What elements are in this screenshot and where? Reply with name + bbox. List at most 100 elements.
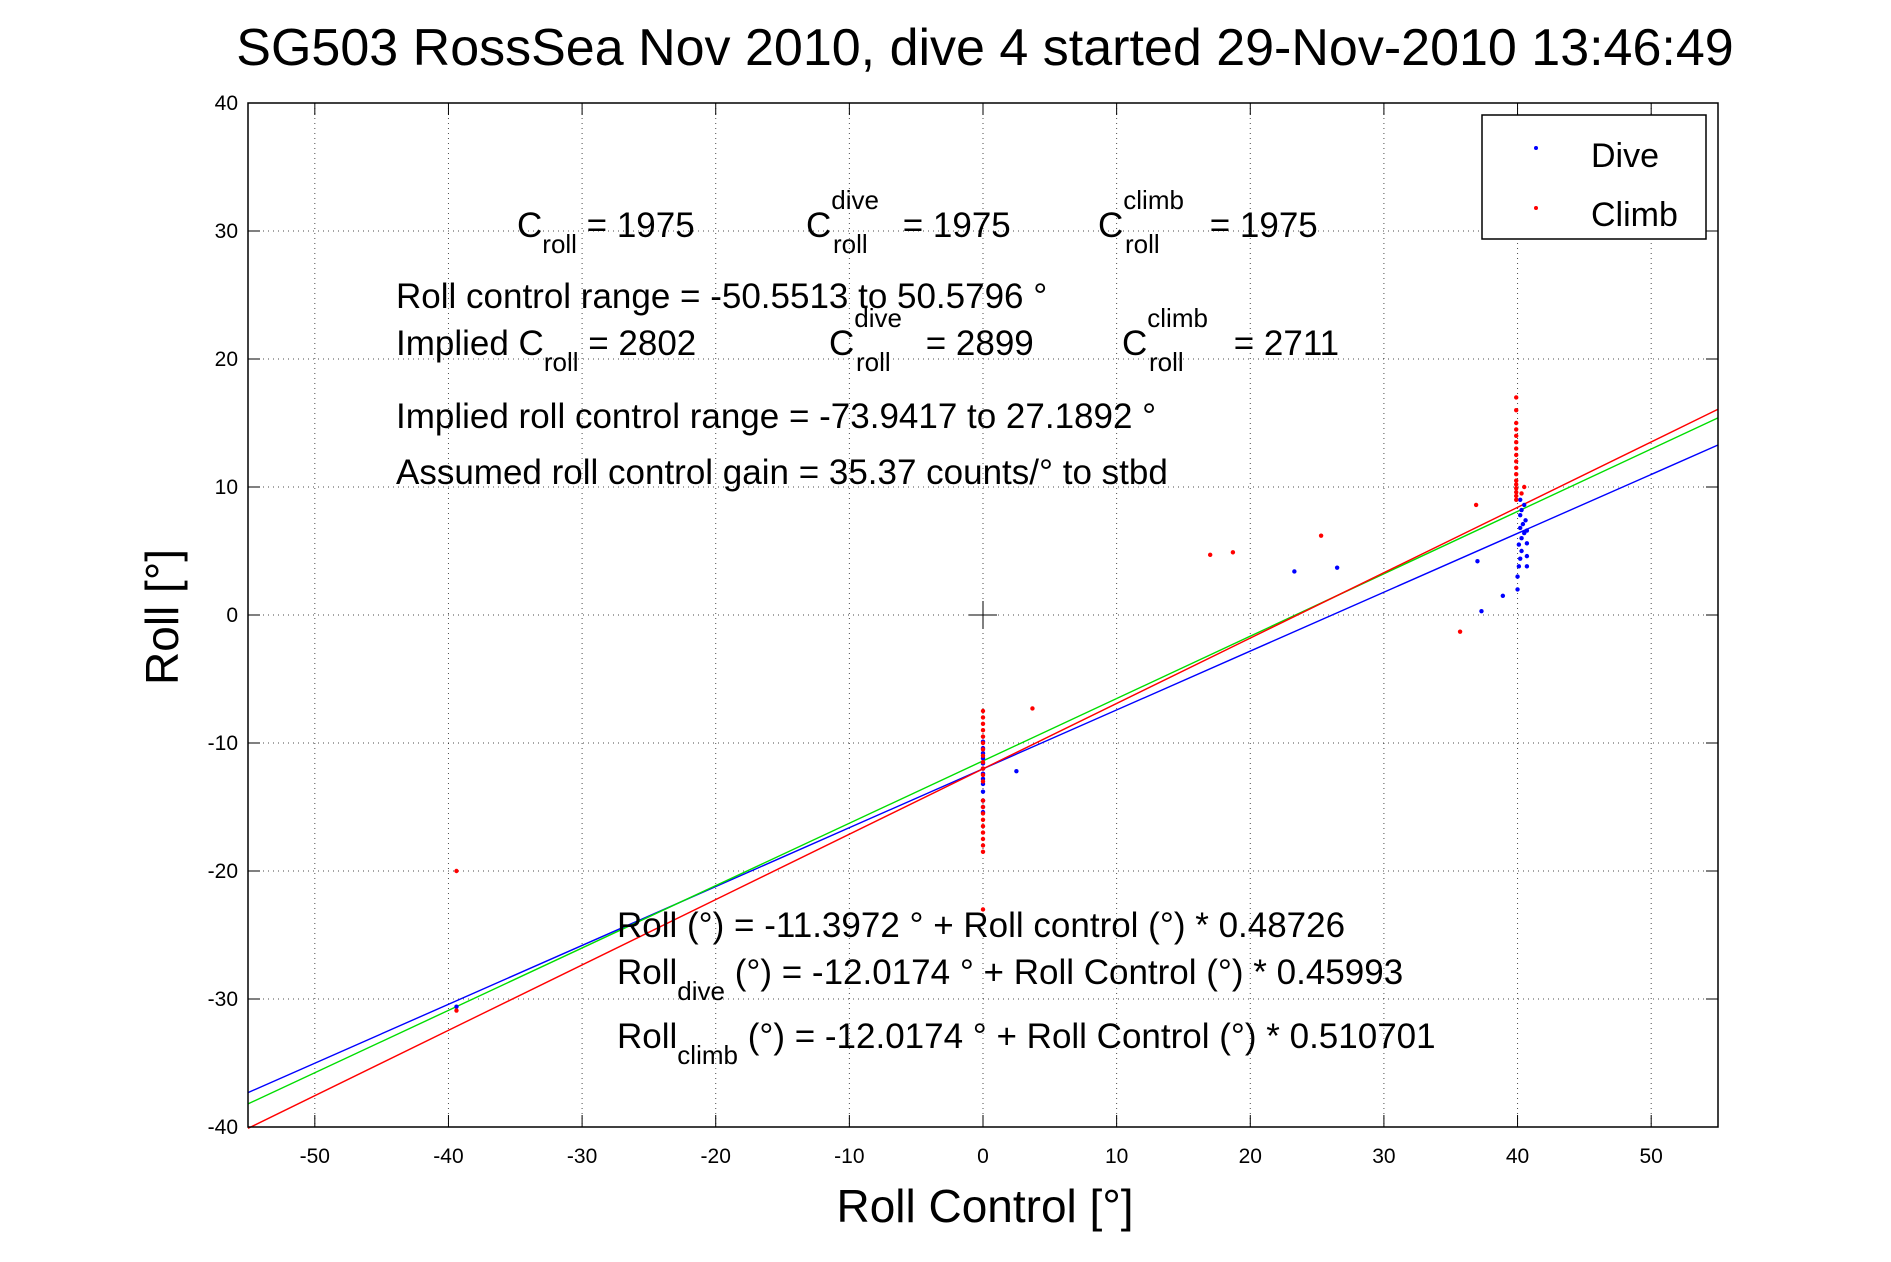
data-point-climb xyxy=(980,830,986,835)
data-point-climb xyxy=(1514,452,1519,458)
data-point-climb xyxy=(980,721,986,726)
data-point-dive xyxy=(1014,768,1019,774)
legend: Dive Climb xyxy=(1481,114,1707,240)
data-point-dive xyxy=(1475,559,1480,564)
data-point-climb xyxy=(1473,502,1479,508)
data-point-dive xyxy=(1518,525,1523,531)
data-point-dive xyxy=(1524,553,1530,559)
data-point-climb xyxy=(1514,472,1519,477)
implied-c-roll-dive-base: C xyxy=(829,324,854,363)
fit-climb-rest: (°) = -12.0174 ° + Roll Control (°) * 0.… xyxy=(738,1017,1436,1056)
data-point-climb xyxy=(980,836,986,842)
data-point-climb xyxy=(1514,497,1519,502)
annotation-fit-dive: Rolldive (°) = -12.0174 ° + Roll Control… xyxy=(617,953,1403,1006)
data-point-dive xyxy=(1524,564,1530,569)
data-point-dive xyxy=(1518,512,1523,518)
x-tick-labels: -50 -40 -30 -20 -10 0 10 20 30 40 50 xyxy=(300,1145,1663,1168)
data-point-climb xyxy=(1514,420,1519,426)
y-tick-label: 10 xyxy=(215,476,238,499)
data-point-dive xyxy=(1479,608,1484,614)
x-tick-label: 50 xyxy=(1640,1145,1663,1168)
annotation-implied-c-roll-climb: Cclimb roll = 2711 xyxy=(1122,303,1339,377)
y-axis-label: Roll [°] xyxy=(136,549,188,685)
annotation-fit-climb: Rollclimb (°) = -12.0174 ° + Roll Contro… xyxy=(617,1017,1436,1070)
x-tick-label: 30 xyxy=(1372,1145,1395,1168)
data-point-climb xyxy=(1514,486,1519,491)
data-point-climb xyxy=(1514,493,1519,499)
data-point-dive xyxy=(1519,507,1524,513)
c-roll-climb-base: C xyxy=(1098,206,1123,245)
data-point-climb xyxy=(1514,395,1519,400)
annotation-implied-c-roll: Implied Croll = 2802 xyxy=(396,324,696,377)
data-point-dive xyxy=(1515,587,1520,592)
implied-c-roll-climb-base: C xyxy=(1122,324,1147,363)
data-point-climb xyxy=(1514,446,1519,451)
legend-marker-dive xyxy=(1534,146,1538,150)
y-tick-label: -20 xyxy=(208,860,238,883)
data-point-dive xyxy=(1524,541,1530,546)
c-roll-dive-sub: roll xyxy=(833,229,868,259)
implied-c-roll-dive-value: = 2899 xyxy=(916,324,1034,363)
annotation-implied-c-roll-dive: Cdive roll = 2899 xyxy=(829,303,1034,377)
x-tick-label: -20 xyxy=(701,1145,731,1168)
data-point-dive xyxy=(1523,518,1528,523)
data-point-dive xyxy=(1522,502,1527,508)
legend-marker-climb xyxy=(1534,206,1538,210)
data-point-dive xyxy=(454,1004,459,1009)
x-tick-label: -30 xyxy=(567,1145,597,1168)
x-tick-label: -40 xyxy=(433,1145,463,1168)
data-point-climb xyxy=(1514,433,1519,438)
data-point-climb xyxy=(980,753,986,758)
fit-dive-sub: dive xyxy=(677,976,725,1006)
annotation-roll-control-range: Roll control range = -50.5513 to 50.5796… xyxy=(396,277,1047,316)
data-point-climb xyxy=(980,766,986,771)
data-point-climb xyxy=(980,843,986,848)
y-tick-label: 20 xyxy=(215,348,238,371)
c-roll-dive-base: C xyxy=(806,206,831,245)
x-tick-label: 0 xyxy=(977,1145,989,1168)
implied-c-roll-dive-sup: dive xyxy=(854,303,902,333)
data-point-climb xyxy=(980,708,986,714)
data-point-climb xyxy=(980,715,986,720)
fit-dive-base: Roll xyxy=(617,953,677,992)
fit-climb-sub: climb xyxy=(677,1040,738,1070)
data-point-dive xyxy=(1518,556,1523,561)
c-roll-dive-value: = 1975 xyxy=(893,206,1011,245)
data-point-dive xyxy=(1516,564,1522,569)
plot-frame xyxy=(247,102,1719,1128)
y-tick-label: 0 xyxy=(226,604,238,627)
data-point-dive xyxy=(1292,569,1297,574)
x-tick-label: 20 xyxy=(1239,1145,1262,1168)
data-point-dive xyxy=(1334,565,1340,570)
series-climb xyxy=(454,395,1527,1013)
x-tick-label: -50 xyxy=(300,1145,330,1168)
implied-c-roll-value: = 2802 xyxy=(579,324,697,363)
y-tick-label: -10 xyxy=(208,732,238,755)
data-point-climb xyxy=(980,907,986,912)
data-point-climb xyxy=(1514,489,1519,495)
annotation-c-roll-dive: Cdive roll = 1975 xyxy=(806,185,1011,259)
implied-c-roll-dive-sub: roll xyxy=(856,347,891,377)
x-tick-label: 40 xyxy=(1506,1145,1529,1168)
data-point-climb xyxy=(1030,706,1035,711)
data-point-dive xyxy=(1500,593,1506,598)
y-tick-labels: 40 30 20 10 0 -10 -20 -30 -40 xyxy=(208,92,238,1139)
annotation-fit-overall: Roll (°) = -11.3972 ° + Roll control (°)… xyxy=(617,906,1345,945)
fit-climb-base: Roll xyxy=(617,1017,677,1056)
data-point-climb xyxy=(980,772,986,778)
data-point-dive xyxy=(1515,574,1520,579)
data-point-dive xyxy=(1519,536,1524,541)
data-point-climb xyxy=(1514,465,1519,470)
chart-title: SG503 RossSea Nov 2010, dive 4 started 2… xyxy=(236,19,1733,77)
x-tick-label: 10 xyxy=(1105,1145,1128,1168)
data-point-dive xyxy=(1516,542,1522,547)
implied-c-roll-climb-sub: roll xyxy=(1149,347,1184,377)
data-point-climb xyxy=(980,811,986,816)
data-point-climb xyxy=(980,824,986,829)
data-point-climb xyxy=(1207,552,1213,558)
implied-c-roll-prefix: Implied C xyxy=(396,324,544,363)
c-roll-climb-sub: roll xyxy=(1125,229,1160,259)
y-tick-label: 30 xyxy=(215,220,238,243)
data-point-climb xyxy=(1230,550,1236,555)
